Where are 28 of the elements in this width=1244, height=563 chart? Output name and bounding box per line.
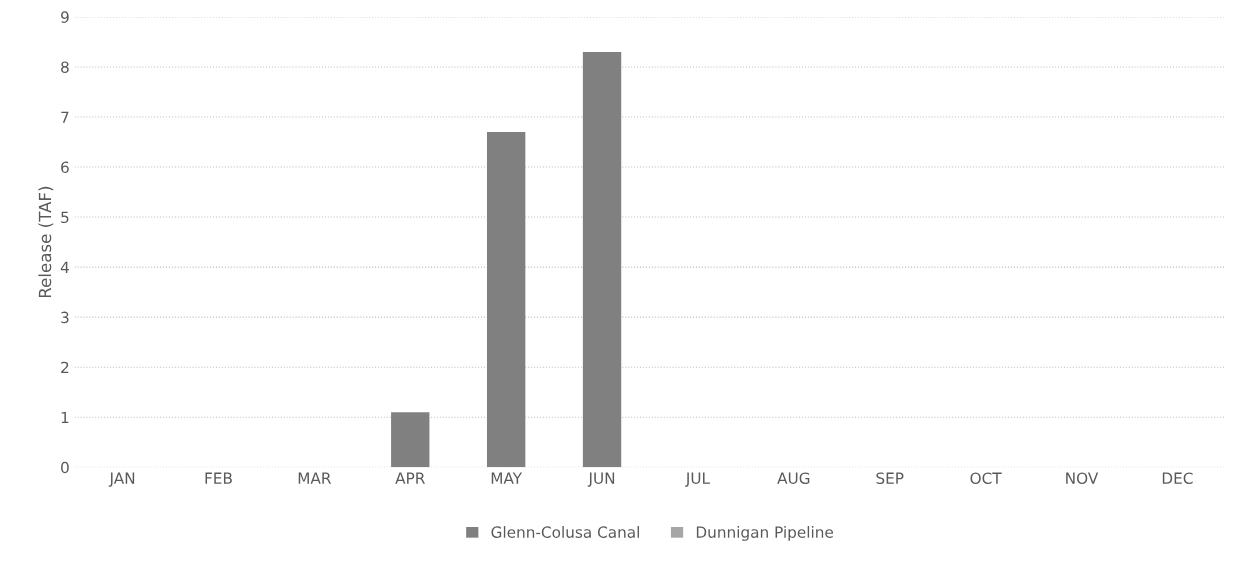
y-tick-label: 4 <box>60 261 69 273</box>
x-tick-label: MAY <box>491 472 523 484</box>
y-tick-label: 9 <box>61 11 69 23</box>
x-tick-label: MAR <box>298 472 332 484</box>
x-tick-label: JAN <box>108 472 135 487</box>
y-tick-label: 5 <box>61 211 69 224</box>
x-tick-label: NOV <box>1066 472 1099 484</box>
y-tick-label: 0 <box>61 461 69 474</box>
y-tick-label: 6 <box>61 161 69 174</box>
bar <box>391 412 430 468</box>
bar <box>486 131 526 468</box>
x-tick-label: JUL <box>685 472 710 487</box>
x-tick-label: APR <box>395 472 425 484</box>
y-axis-title: Release (TAF) <box>38 186 54 298</box>
y-tick-label: 1 <box>61 411 69 424</box>
x-tick-label: OCT <box>970 472 1002 484</box>
y-tick-label: 2 <box>61 361 69 374</box>
legend-label: Glenn-Colusa Canal <box>491 526 639 538</box>
legend-label: Dunnigan Pipeline <box>696 526 834 541</box>
bar <box>582 51 622 468</box>
y-tick-label: 7 <box>61 111 69 123</box>
x-tick-label: JUN <box>587 472 615 487</box>
y-tick-label: 3 <box>61 311 69 324</box>
x-tick-label: AUG <box>777 472 810 484</box>
x-tick-label: SEP <box>876 472 904 484</box>
y-tick-label: 8 <box>61 61 69 73</box>
x-tick-label: DEC <box>1162 472 1193 484</box>
x-tick-label: FEB <box>205 472 232 484</box>
